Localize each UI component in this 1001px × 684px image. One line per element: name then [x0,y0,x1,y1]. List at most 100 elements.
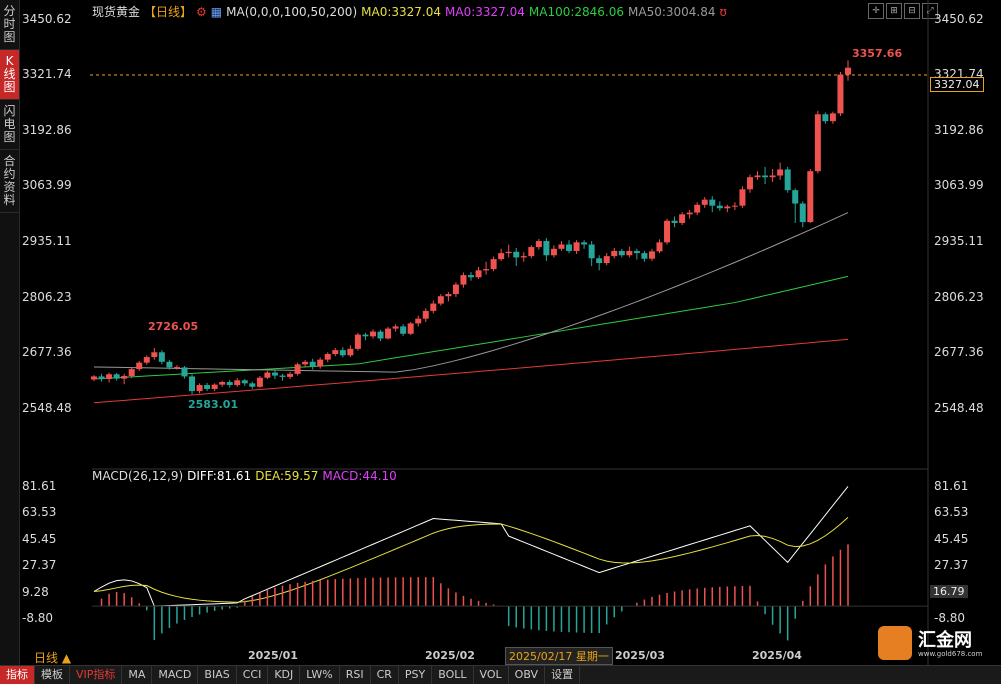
sidebar-item-1[interactable]: K线图 [0,50,19,100]
candle-body-90 [769,175,776,178]
sidebar-item-2[interactable]: 闪电图 [0,100,19,150]
candle-body-87 [746,177,753,190]
candle-body-26 [287,373,294,377]
candle-body-89 [762,175,769,178]
crosshair-icon[interactable]: ✛ [868,3,884,19]
candle-body-37 [369,331,376,337]
macd-params[interactable]: MACD(26,12,9) [92,469,184,483]
crosshair-date: 2025/02/17 星期一 [505,647,613,665]
candle-body-75 [656,242,663,252]
candle-body-44 [422,310,429,319]
candle-body-64 [573,242,580,251]
tab-2[interactable]: VIP指标 [70,666,123,684]
fullscreen-icon[interactable]: ⤢ [922,3,938,19]
macd-tick-yl-4: 9.28 [22,585,49,599]
candle-body-39 [385,328,392,339]
gear-icon[interactable]: ⚙ [196,5,207,19]
candle-body-91 [777,169,784,176]
ma50-line [93,212,849,373]
candle-body-99 [837,74,844,114]
tab-15[interactable]: 设置 [545,666,581,684]
sidebar-item-3[interactable]: 合约资料 [0,150,19,213]
candle-body-25 [279,375,286,377]
candle-body-76 [664,220,671,243]
kline-chart[interactable]: 3357.66 2726.05 2583.01 [0,0,1001,665]
candle-body-54 [498,253,505,260]
candle-body-72 [633,250,640,254]
price-tick-yl-4: 2935.11 [22,234,72,248]
zoom-in-icon[interactable]: ⊞ [886,3,902,19]
candle-body-52 [483,269,490,271]
tab-5[interactable]: BIAS [198,666,237,684]
candle-body-60 [543,241,550,256]
tab-3[interactable]: MA [122,666,153,684]
ma-params[interactable]: MA(0,0,0,100,50,200) [226,5,358,19]
chart-header: 现货黄金 【日线】 ⚙ ▦ MA(0,0,0,100,50,200) MA0:3327.0… [92,3,731,20]
candle-body-35 [354,334,361,349]
candle-body-28 [302,361,309,365]
macd-diff-line [93,486,849,607]
logo-mark [878,626,912,660]
candle-body-95 [807,171,814,223]
price-tick-yr-0: 3450.62 [934,12,984,26]
tab-4[interactable]: MACD [152,666,199,684]
candle-body-30 [317,359,324,367]
tab-10[interactable]: CR [371,666,399,684]
tab-7[interactable]: KDJ [268,666,301,684]
price-tick-yr-5: 2806.23 [934,290,984,304]
tab-14[interactable]: OBV [509,666,546,684]
candle-body-83 [716,205,723,209]
tab-9[interactable]: RSI [340,666,371,684]
candle-body-24 [271,372,278,376]
sidebar-item-0[interactable]: 分时图 [0,0,19,50]
tab-1[interactable]: 模板 [35,666,70,684]
time-tick-0: 2025/01 [248,649,298,662]
macd-dea: DEA:59.57 [255,469,319,483]
zoom-out-icon[interactable]: ⊟ [904,3,920,19]
time-tick-1: 2025/02 [425,649,475,662]
macd-tick-yl-3: 27.37 [22,558,57,572]
macd-value: MACD:44.10 [322,469,397,483]
candle-body-94 [799,203,806,223]
candle-body-96 [814,114,821,172]
macd-tick-yl-1: 63.53 [22,505,57,519]
price-tick-yl-3: 3063.99 [22,178,72,192]
peak-annotation: 2726.05 [148,320,198,333]
candle-body-43 [415,318,422,324]
macd-tick-yl-5: -8.80 [22,611,54,625]
candle-body-66 [588,244,595,259]
tab-11[interactable]: PSY [399,666,433,684]
candle-body-19 [234,380,241,386]
candle-body-73 [641,253,648,259]
candle-body-51 [475,270,482,278]
close-icon[interactable]: ʊ [719,5,727,19]
price-tick-yr-4: 2935.11 [934,234,984,248]
brand-logo: 汇金网 www.gold678.com [878,624,996,662]
candle-body-9 [158,352,165,362]
candle-body-29 [309,361,316,367]
candle-body-27 [294,364,301,374]
tab-6[interactable]: CCI [237,666,269,684]
candle-body-58 [528,247,535,257]
period-selector[interactable]: 日线 ▲ [34,651,72,665]
candle-body-79 [686,212,693,215]
macd-tick-yr-5: -8.80 [934,611,966,625]
tab-8[interactable]: LW% [300,666,340,684]
candle-body-100 [845,67,851,75]
instrument-title: 现货黄金 [92,5,141,19]
candle-body-74 [648,251,655,259]
period-label[interactable]: 【日线】 [144,5,193,19]
candle-body-50 [468,275,474,278]
tab-13[interactable]: VOL [474,666,509,684]
candle-body-4 [121,376,128,379]
tab-12[interactable]: BOLL [432,666,474,684]
time-tick-2: 2025/03 [615,649,665,662]
price-tick-yl-6: 2677.36 [22,345,72,359]
candle-body-65 [581,242,588,245]
low-annotation: 2583.01 [188,398,238,411]
candle-body-33 [339,350,346,356]
ma100-line [93,275,849,380]
ma50-value: MA50:3004.84 [628,5,716,19]
candle-body-16 [211,384,218,389]
tab-0[interactable]: 指标 [0,666,35,684]
